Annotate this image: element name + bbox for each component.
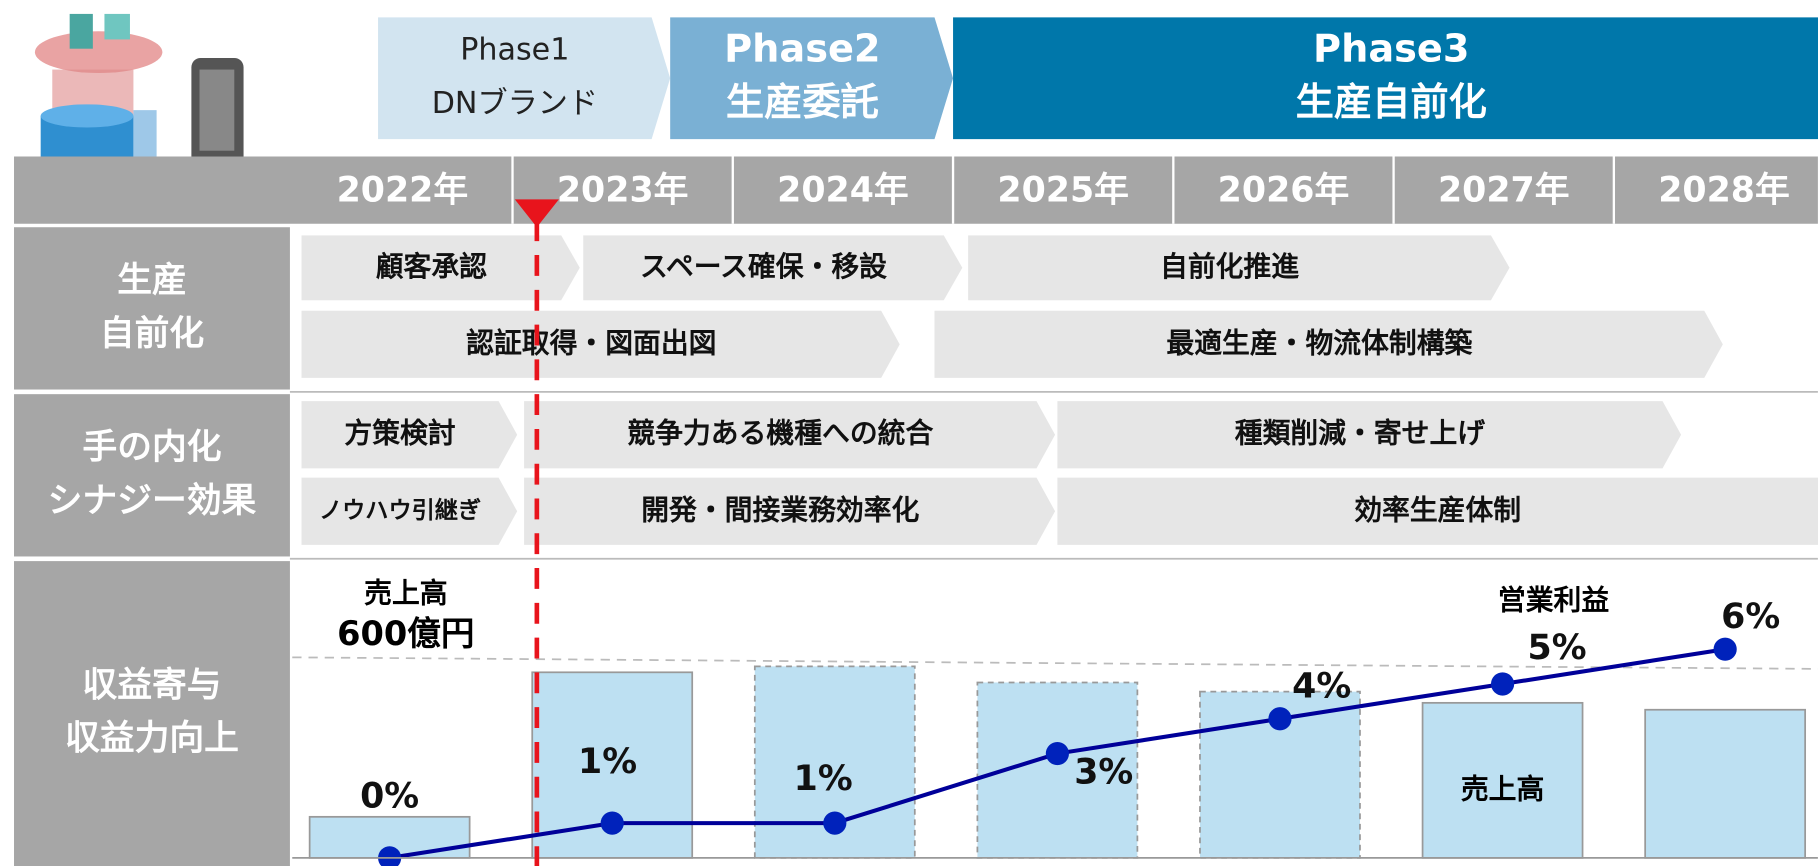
value-label: 5%: [1528, 628, 1587, 668]
row-header: [14, 227, 290, 390]
line-point: [1268, 707, 1292, 731]
task-label: 認証取得・図面出図: [466, 326, 716, 359]
task-label: 開発・間接業務効率化: [641, 493, 919, 526]
year-label: 2023年: [557, 170, 689, 210]
task-arrow: [301, 235, 580, 301]
task-label: 競争力ある機種への統合: [627, 417, 933, 450]
task-arrow: [301, 477, 518, 545]
row-label: 収益力向上: [65, 719, 239, 759]
task-arrow: [1057, 477, 1818, 545]
line-point: [1490, 672, 1515, 696]
line-point: [600, 811, 624, 835]
year-label: 2027年: [1438, 170, 1570, 210]
line-point: [823, 811, 847, 835]
phase-name: Phase1: [460, 33, 569, 68]
value-label: 0%: [360, 777, 419, 817]
row-label: 生産: [117, 261, 187, 301]
task-arrow: [301, 310, 900, 378]
phase-label: 生産自前化: [1296, 80, 1487, 125]
value-label: 1%: [794, 759, 853, 799]
year-label: 2028年: [1658, 170, 1790, 210]
row-label: 収益寄与: [82, 665, 221, 705]
phase-label: DNブランド: [432, 86, 598, 121]
year-label: 2024年: [777, 170, 909, 210]
annotation: 売上高: [364, 577, 447, 610]
year-header: [14, 156, 1818, 224]
task-label: 最適生産・物流体制構築: [1166, 326, 1472, 359]
task-label: ノウハウ引継ぎ: [319, 497, 481, 524]
phase-chevron: [670, 17, 954, 140]
row-label: シナジー効果: [48, 481, 257, 521]
task-arrow: [301, 401, 518, 469]
series-label: 売上高: [1461, 773, 1544, 806]
task-arrow: [934, 310, 1723, 378]
line-point: [378, 846, 402, 866]
bar: [1644, 708, 1807, 859]
year-label: 2025年: [997, 170, 1129, 210]
row-label: 手の内化: [82, 428, 221, 468]
task-label: 種類削減・寄せ上げ: [1235, 417, 1485, 450]
task-label: 効率生産体制: [1354, 493, 1521, 526]
row-label: 自前化: [100, 314, 205, 354]
line-point: [1713, 637, 1737, 661]
task-arrow: [968, 235, 1510, 301]
line-point: [1045, 741, 1069, 766]
series-label: 営業利益: [1498, 584, 1609, 617]
task-arrow: [583, 235, 963, 301]
task-arrow: [524, 401, 1056, 469]
task-label: 顧客承認: [376, 250, 487, 283]
task-label: 方策検討: [344, 417, 455, 450]
task-arrow: [1057, 401, 1682, 469]
task-label: 自前化推進: [1160, 250, 1299, 283]
phase-chevron: [953, 17, 1818, 140]
task-label: スペース確保・移設: [640, 250, 887, 283]
year-label: 2022年: [337, 170, 469, 210]
current-marker-head: [514, 199, 559, 228]
bar: [1421, 701, 1584, 859]
row-header: [14, 561, 290, 866]
year-label: 2026年: [1218, 170, 1350, 210]
phase-label: 生産委託: [726, 80, 879, 125]
value-label: 1%: [578, 742, 637, 782]
value-label: 4%: [1292, 666, 1351, 706]
row-header: [14, 394, 290, 557]
value-label: 3%: [1074, 752, 1133, 792]
phase-name: Phase2: [724, 27, 880, 72]
phase-name: Phase3: [1313, 27, 1469, 72]
annotation: 600億円: [337, 614, 474, 653]
task-arrow: [524, 477, 1056, 545]
phase-chevron: [378, 17, 671, 140]
value-label: 6%: [1721, 597, 1780, 637]
reference-line: [292, 656, 1818, 670]
